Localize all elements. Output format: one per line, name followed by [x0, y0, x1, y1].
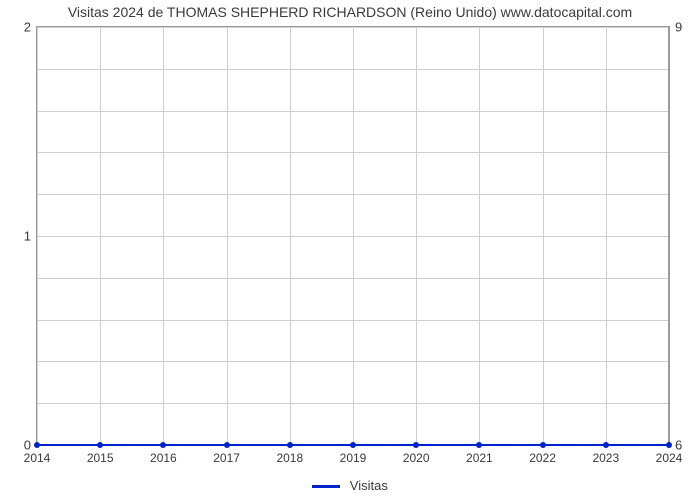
data-marker [160, 442, 166, 448]
data-marker [287, 442, 293, 448]
gridline-h [37, 236, 669, 237]
chart-title: Visitas 2024 de THOMAS SHEPHERD RICHARDS… [0, 4, 700, 20]
data-marker [34, 442, 40, 448]
data-marker [476, 442, 482, 448]
gridline-h [37, 278, 669, 279]
data-marker [350, 442, 356, 448]
gridline-h [37, 152, 669, 153]
x-tick-label: 2016 [150, 445, 177, 465]
secondary-y-axis-line [668, 27, 670, 445]
x-tick-label: 2023 [592, 445, 619, 465]
data-marker [413, 442, 419, 448]
data-marker [603, 442, 609, 448]
legend-label: Visitas [350, 478, 388, 493]
x-tick-label: 2021 [466, 445, 493, 465]
gridline-h [37, 320, 669, 321]
x-tick-label: 2015 [87, 445, 114, 465]
legend-swatch [312, 485, 340, 488]
gridline-h [37, 361, 669, 362]
gridline-h [37, 111, 669, 112]
data-marker [97, 442, 103, 448]
visits-line-chart: Visitas 2024 de THOMAS SHEPHERD RICHARDS… [0, 0, 700, 500]
x-tick-label: 2019 [340, 445, 367, 465]
data-marker [540, 442, 546, 448]
plot-area: 0 1 2 6 9 2014 2015 2016 2017 2018 2019 … [36, 26, 670, 446]
x-tick-label: 2017 [213, 445, 240, 465]
x-tick-label: 2024 [656, 445, 683, 465]
x-tick-label: 2014 [24, 445, 51, 465]
y-tick-label: 2 [24, 20, 37, 35]
x-tick-label: 2020 [403, 445, 430, 465]
gridline-h [37, 69, 669, 70]
gridline-h [37, 27, 669, 28]
legend: Visitas [0, 478, 700, 493]
y-tick-label: 1 [24, 229, 37, 244]
data-marker [224, 442, 230, 448]
x-tick-label: 2018 [276, 445, 303, 465]
x-tick-label: 2022 [529, 445, 556, 465]
y2-tick-label: 9 [669, 20, 682, 35]
gridline-h [37, 194, 669, 195]
gridline-h [37, 403, 669, 404]
data-marker [666, 442, 672, 448]
